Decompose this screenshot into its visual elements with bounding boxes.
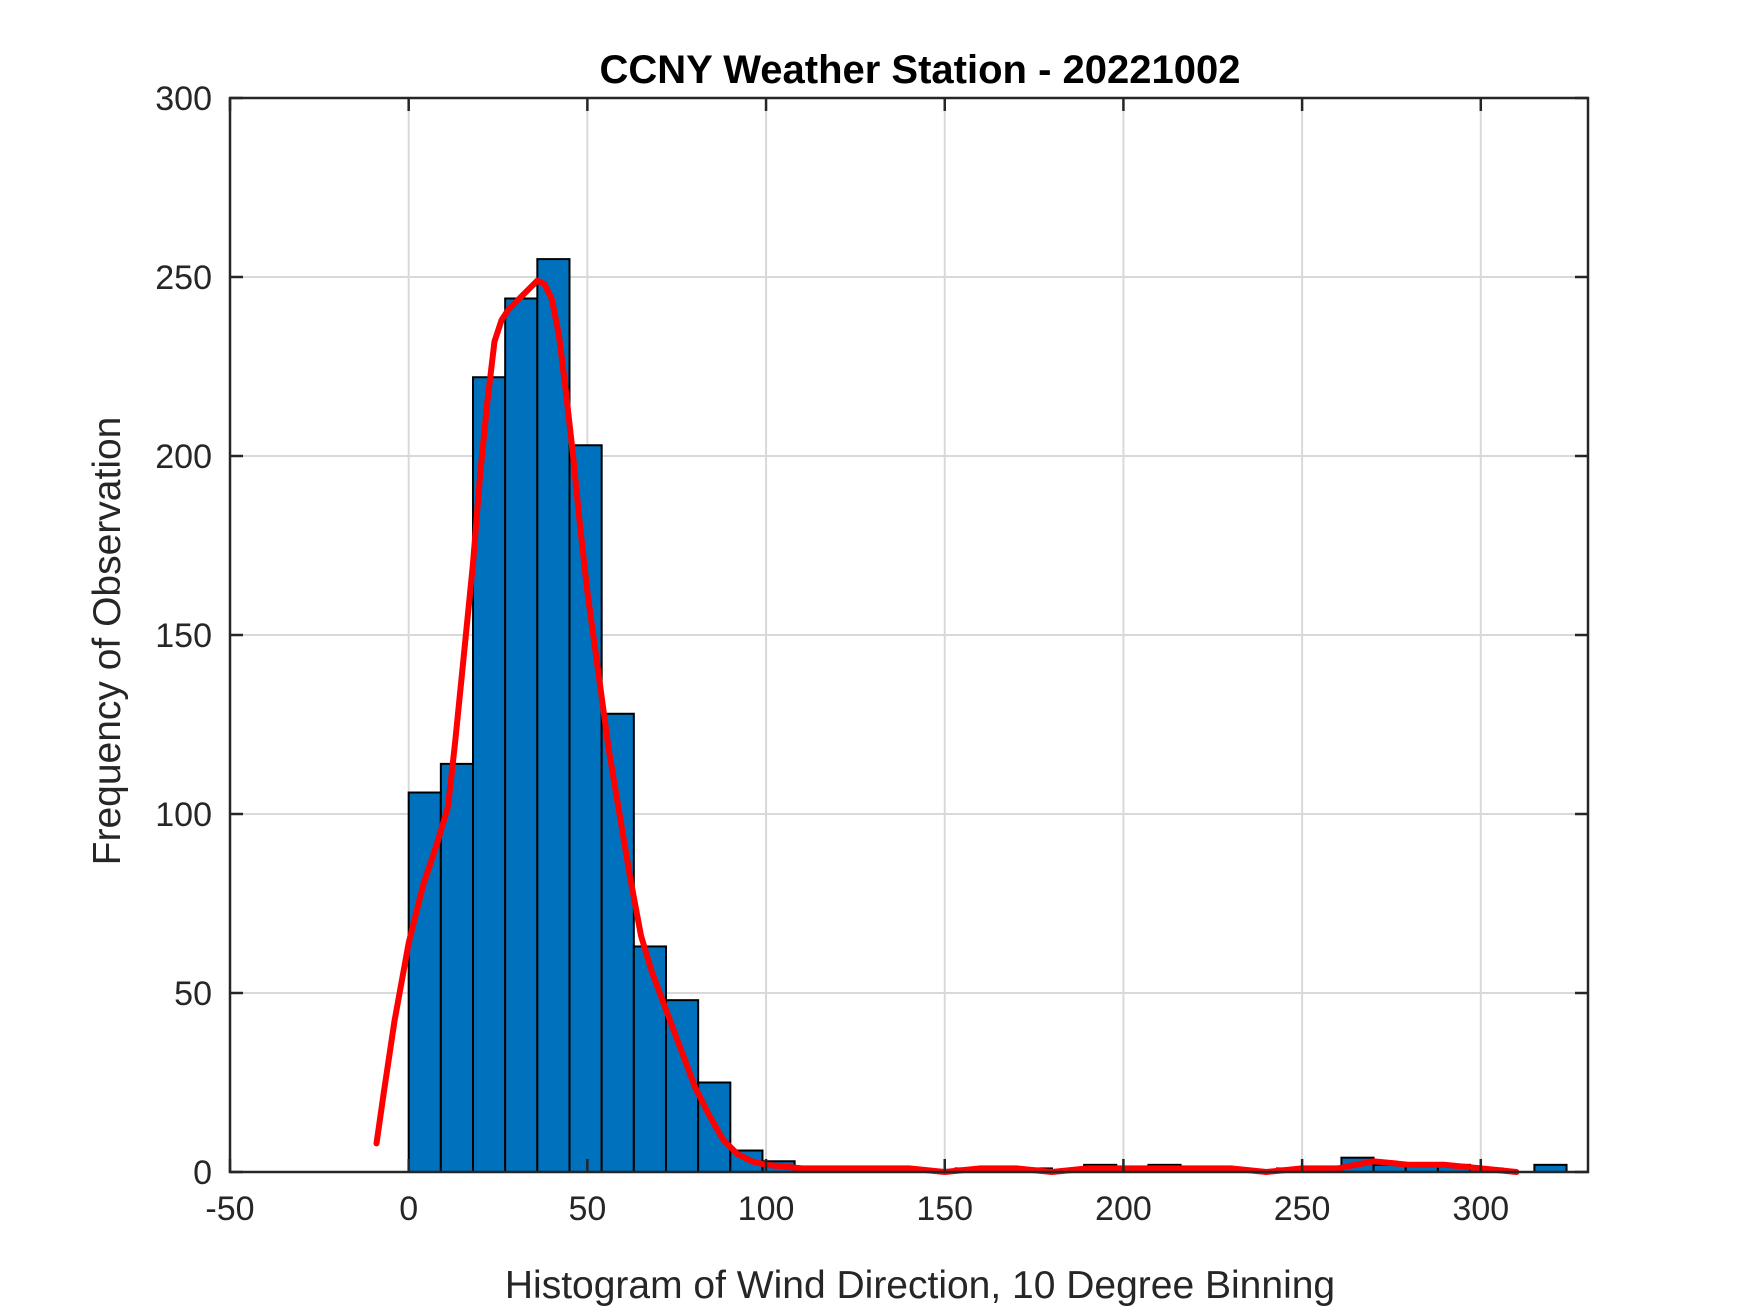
x-tick-label: 300 (1452, 1190, 1509, 1228)
y-tick-label: 50 (174, 975, 212, 1013)
histogram-bar (504, 297, 539, 1174)
x-tick-label: 50 (568, 1190, 606, 1228)
x-tick-label: -50 (205, 1190, 254, 1228)
chart-title: CCNY Weather Station - 20221002 (600, 48, 1241, 92)
x-tick-label: 200 (1095, 1190, 1152, 1228)
x-axis-title: Histogram of Wind Direction, 10 Degree B… (505, 1264, 1335, 1307)
y-tick-label: 250 (155, 259, 212, 297)
histogram-bar (600, 712, 635, 1173)
x-tick-label: 250 (1274, 1190, 1331, 1228)
x-tick-label: 150 (916, 1190, 973, 1228)
x-tick-labels: -50 0 50 100 150 200 250 300 (205, 1190, 1509, 1228)
x-tick-label: 0 (399, 1190, 418, 1228)
x-tick-label: 100 (738, 1190, 795, 1228)
histogram-bar (632, 945, 667, 1174)
y-tick-label: 100 (155, 796, 212, 834)
tick-marks (228, 96, 1588, 1174)
y-axis-title: Frequency of Observation (86, 417, 129, 866)
y-tick-labels: 0 50 100 150 200 250 300 (155, 80, 212, 1192)
y-tick-label: 0 (193, 1154, 212, 1192)
y-tick-label: 300 (155, 80, 212, 118)
grid-lines (230, 98, 1588, 1172)
histogram-bar (439, 762, 475, 1173)
density-curve-line (373, 277, 1520, 1175)
y-tick-label: 150 (155, 617, 212, 655)
y-tick-label: 200 (155, 438, 212, 476)
histogram-bars (407, 258, 1568, 1174)
density-curve (373, 277, 1520, 1175)
